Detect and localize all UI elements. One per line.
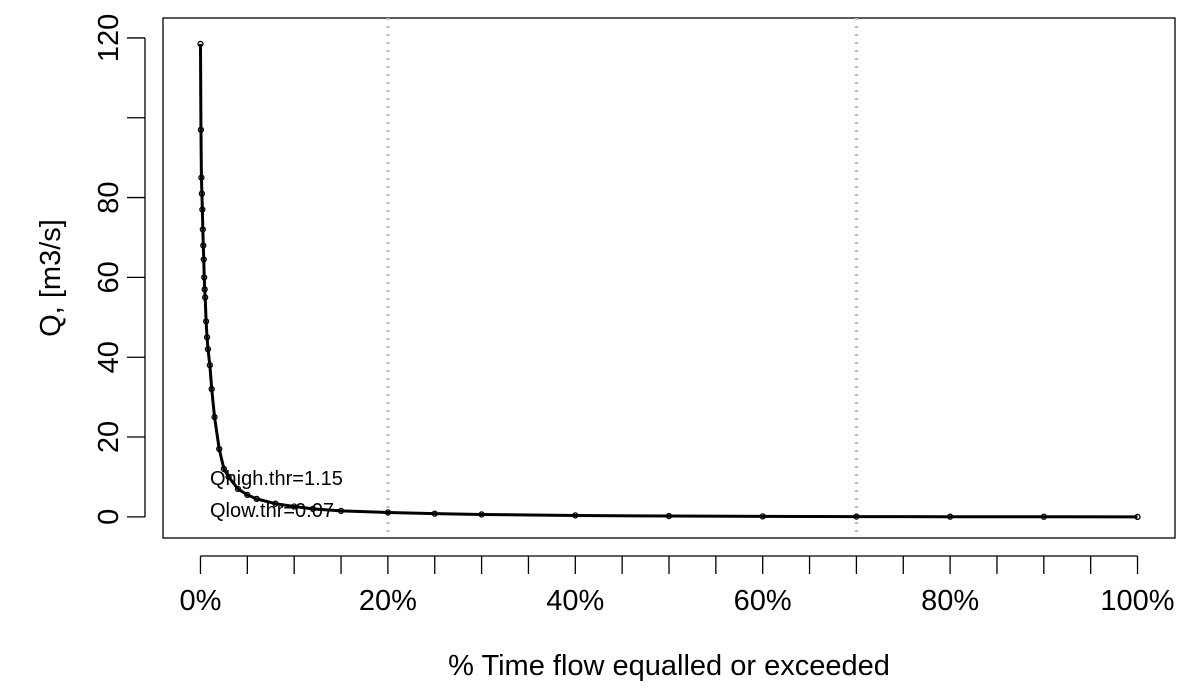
y-tick-label: 40 [93, 341, 125, 373]
data-point [198, 174, 205, 181]
data-point [572, 512, 579, 519]
data-point [198, 190, 206, 197]
y-tick-label: 0 [93, 509, 125, 525]
annotation: Qhigh.thr=1.15 [210, 468, 343, 490]
data-point [201, 286, 208, 293]
data-point [665, 512, 673, 520]
data-point [211, 413, 218, 421]
y-tick-label: 120 [93, 14, 125, 62]
data-point [200, 242, 207, 249]
data-point [384, 509, 392, 516]
data-point [853, 513, 860, 520]
plot-frame [162, 17, 1176, 539]
data-point [234, 485, 242, 493]
data-point [204, 346, 212, 353]
data-point [309, 505, 317, 513]
data-point [201, 274, 208, 281]
data-point [478, 511, 485, 518]
data-point [206, 362, 214, 369]
data-point [291, 503, 298, 510]
y-tick-label: 20 [93, 421, 125, 453]
data-point [253, 495, 260, 503]
data-point [203, 334, 211, 341]
x-tick-label: 20% [359, 585, 417, 617]
data-point [1134, 513, 1141, 520]
annotation: Qlow.thr=0.07 [210, 500, 334, 522]
y-tick-label: 60 [93, 261, 125, 293]
data-point [946, 513, 954, 520]
data-point [197, 126, 205, 133]
data-point [337, 507, 345, 515]
data-point [197, 40, 204, 48]
data-point [431, 510, 438, 517]
data-point [759, 513, 766, 520]
data-point [272, 500, 279, 507]
y-axis-label: Q, [m3/s] [35, 219, 67, 337]
x-tick-label: 60% [734, 585, 792, 617]
x-axis-label: % Time flow equalled or exceeded [448, 650, 890, 682]
x-tick-label: 100% [1100, 585, 1174, 617]
data-point [200, 256, 207, 263]
x-tick-label: 80% [921, 585, 979, 617]
data-point [244, 491, 251, 499]
y-tick-label: 80 [93, 181, 125, 213]
data-point [199, 226, 206, 233]
data-point [208, 385, 215, 393]
data-point [220, 465, 228, 473]
flow-curve [198, 43, 1138, 519]
data-point [216, 445, 223, 453]
x-tick-label: 40% [546, 585, 604, 617]
data-point [199, 206, 206, 213]
data-point [1040, 513, 1047, 520]
data-point [202, 294, 209, 301]
data-point [225, 473, 232, 481]
x-tick-label: 0% [180, 585, 222, 617]
data-point [202, 318, 210, 325]
